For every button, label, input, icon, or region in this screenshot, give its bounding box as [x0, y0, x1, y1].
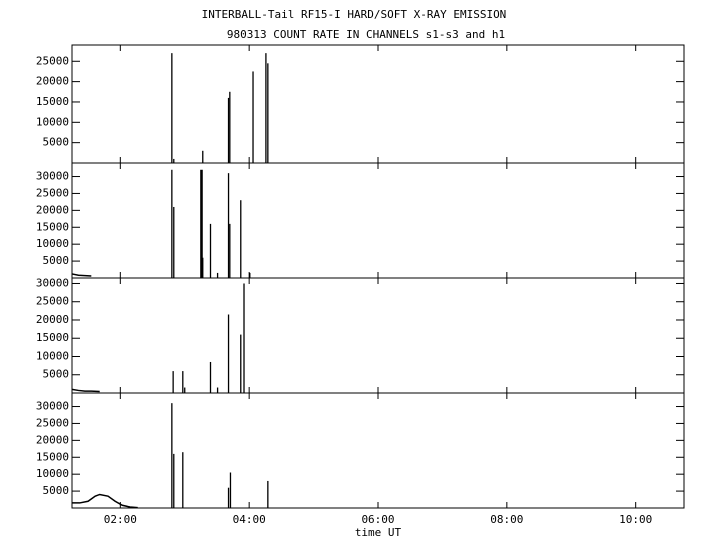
y-tick-label: 15000 [36, 220, 69, 233]
chart-title: INTERBALL-Tail RF15-I HARD/SOFT X-RAY EM… [202, 8, 507, 21]
y-tick-label: 5000 [43, 484, 70, 497]
chart-subtitle: 980313 COUNT RATE IN CHANNELS s1-s3 and … [227, 28, 505, 41]
y-tick-label: 20000 [36, 433, 69, 446]
y-tick-label: 10000 [36, 467, 69, 480]
y-tick-label: 20000 [36, 203, 69, 216]
panel-frame [71, 162, 685, 279]
y-tick-label: 10000 [36, 237, 69, 250]
count-curve [71, 388, 100, 393]
x-axis-label: time UT [355, 526, 402, 539]
x-tick-label: 10:00 [619, 513, 652, 526]
y-tick-label: 30000 [36, 170, 69, 183]
y-tick-label: 5000 [43, 368, 70, 381]
y-tick-label: 25000 [36, 416, 69, 429]
panel-frame [71, 392, 685, 509]
y-tick-label: 25000 [36, 54, 69, 67]
x-tick-label: 04:00 [233, 513, 266, 526]
y-tick-label: 30000 [36, 276, 69, 289]
y-tick-label: 20000 [36, 313, 69, 326]
y-tick-label: 15000 [36, 331, 69, 344]
y-tick-label: 5000 [43, 254, 70, 267]
count-curve [71, 273, 92, 277]
x-tick-label: 08:00 [490, 513, 523, 526]
y-tick-label: 5000 [43, 136, 70, 149]
panel-frame [71, 44, 685, 164]
y-tick-label: 20000 [36, 75, 69, 88]
count-curve [72, 493, 138, 509]
y-tick-label: 25000 [36, 295, 69, 308]
y-tick-label: 25000 [36, 186, 69, 199]
y-tick-label: 15000 [36, 450, 69, 463]
x-tick-label: 06:00 [361, 513, 394, 526]
y-tick-label: 30000 [36, 400, 69, 413]
y-tick-label: 10000 [36, 349, 69, 362]
y-tick-label: 10000 [36, 115, 69, 128]
y-tick-label: 15000 [36, 95, 69, 108]
panel-frame [71, 277, 685, 394]
x-tick-label: 02:00 [104, 513, 137, 526]
